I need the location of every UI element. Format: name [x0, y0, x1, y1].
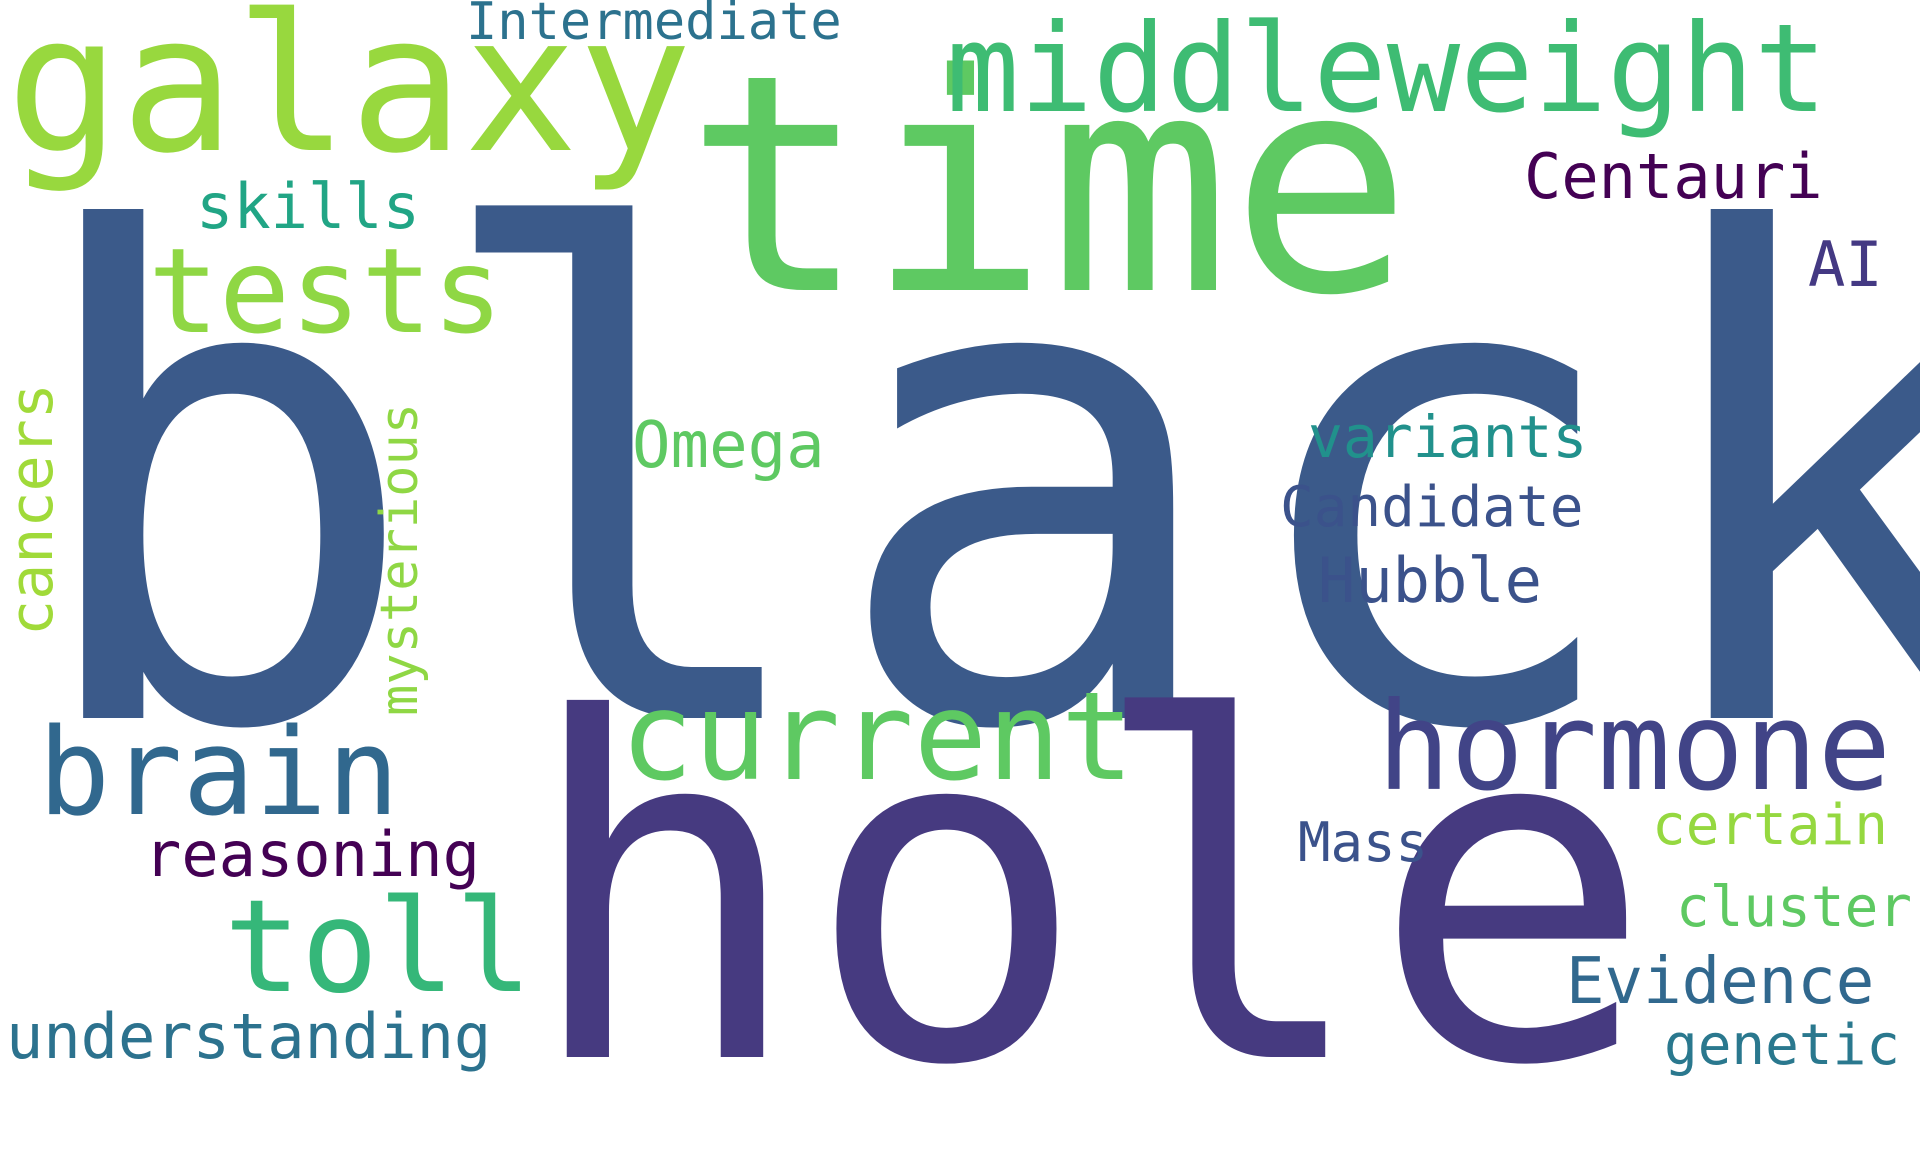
word-reasoning: reasoning — [144, 818, 480, 891]
word-cluster: cluster — [1676, 875, 1913, 940]
word-genetic: genetic — [1664, 1013, 1901, 1078]
word-tests: tests — [148, 222, 504, 360]
word-cancers: cancers — [0, 383, 67, 636]
word-hole: hole — [522, 621, 1654, 1168]
word-intermediate: Intermediate — [466, 0, 842, 52]
word-candidate: Candidate — [1280, 475, 1584, 540]
word-skills: skills — [196, 170, 420, 243]
word-galaxy: galaxy — [6, 0, 693, 195]
word-time: time — [685, 11, 1413, 362]
word-mysterious: mysterious — [370, 402, 430, 716]
word-toll: toll — [224, 873, 533, 1022]
word-variants: variants — [1308, 403, 1588, 471]
word-current: current — [620, 666, 1135, 808]
word-evidence: Evidence — [1566, 945, 1875, 1019]
word-centauri: Centauri — [1524, 140, 1823, 213]
word-certain: certain — [1652, 793, 1889, 858]
word-ai: AI — [1808, 228, 1883, 301]
word-middleweight: middleweight — [946, 0, 1828, 140]
word-black: black — [20, 97, 1920, 877]
word-omega: Omega — [632, 409, 825, 483]
word-hormone: hormone — [1377, 676, 1892, 818]
word-hubble: Hubble — [1318, 544, 1542, 617]
word-cloud: black hole time galaxy middleweight test… — [0, 0, 1920, 1130]
word-mass: Mass — [1298, 811, 1429, 874]
word-understanding: understanding — [6, 1000, 492, 1073]
word-brain: brain — [38, 704, 400, 843]
